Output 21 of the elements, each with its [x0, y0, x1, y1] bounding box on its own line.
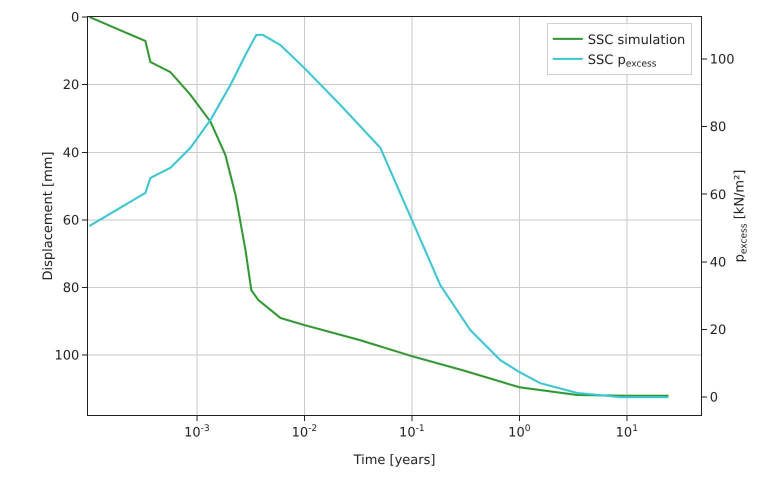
- y2-tick-label: 80: [710, 120, 726, 136]
- y2-tick-label: 20: [710, 323, 726, 338]
- legend-label: SSC p$_{excess}$: [588, 52, 657, 70]
- y-tick-label: 40: [62, 146, 80, 161]
- y-tick-label: 100: [54, 348, 80, 364]
- x-tick-label: 10$^{1}$: [616, 424, 638, 441]
- y2-tick-label: 0: [710, 390, 718, 406]
- y-tick-label: 0: [71, 10, 80, 26]
- y-tick-label: 60: [62, 213, 80, 228]
- y-axis-title: Displacement [mm]: [40, 152, 56, 280]
- x-tick-label: 10$^{-2}$: [292, 424, 318, 441]
- y-tick-label: 80: [62, 281, 80, 296]
- legend-label: SSC simulation: [588, 32, 686, 48]
- y2-tick-label: 60: [710, 188, 726, 203]
- x-tick-label: 10$^{-3}$: [184, 424, 210, 441]
- y2-tick-label: 40: [710, 255, 726, 270]
- y2-tick-label: 100: [710, 52, 735, 68]
- x-tick-label: 10$^{0}$: [508, 424, 531, 441]
- y-tick-label: 20: [62, 78, 80, 94]
- x-tick-label: 10$^{-1}$: [399, 424, 425, 441]
- x-axis-title: Time [years]: [352, 453, 436, 468]
